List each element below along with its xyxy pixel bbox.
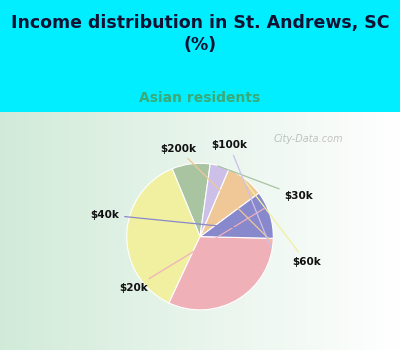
Text: $30k: $30k [218, 166, 313, 201]
Text: $40k: $40k [90, 210, 270, 231]
Text: Income distribution in St. Andrews, SC
(%): Income distribution in St. Andrews, SC (… [11, 14, 389, 54]
Wedge shape [200, 193, 273, 238]
Text: City-Data.com: City-Data.com [273, 134, 343, 144]
Wedge shape [169, 237, 273, 310]
Text: $60k: $60k [242, 178, 321, 267]
Text: Asian residents: Asian residents [139, 91, 261, 105]
Wedge shape [200, 164, 229, 237]
Wedge shape [172, 163, 210, 237]
Wedge shape [200, 169, 259, 237]
Wedge shape [127, 169, 200, 303]
Text: $200k: $200k [160, 144, 271, 241]
Text: $20k: $20k [120, 208, 264, 293]
Text: $100k: $100k [211, 140, 271, 248]
